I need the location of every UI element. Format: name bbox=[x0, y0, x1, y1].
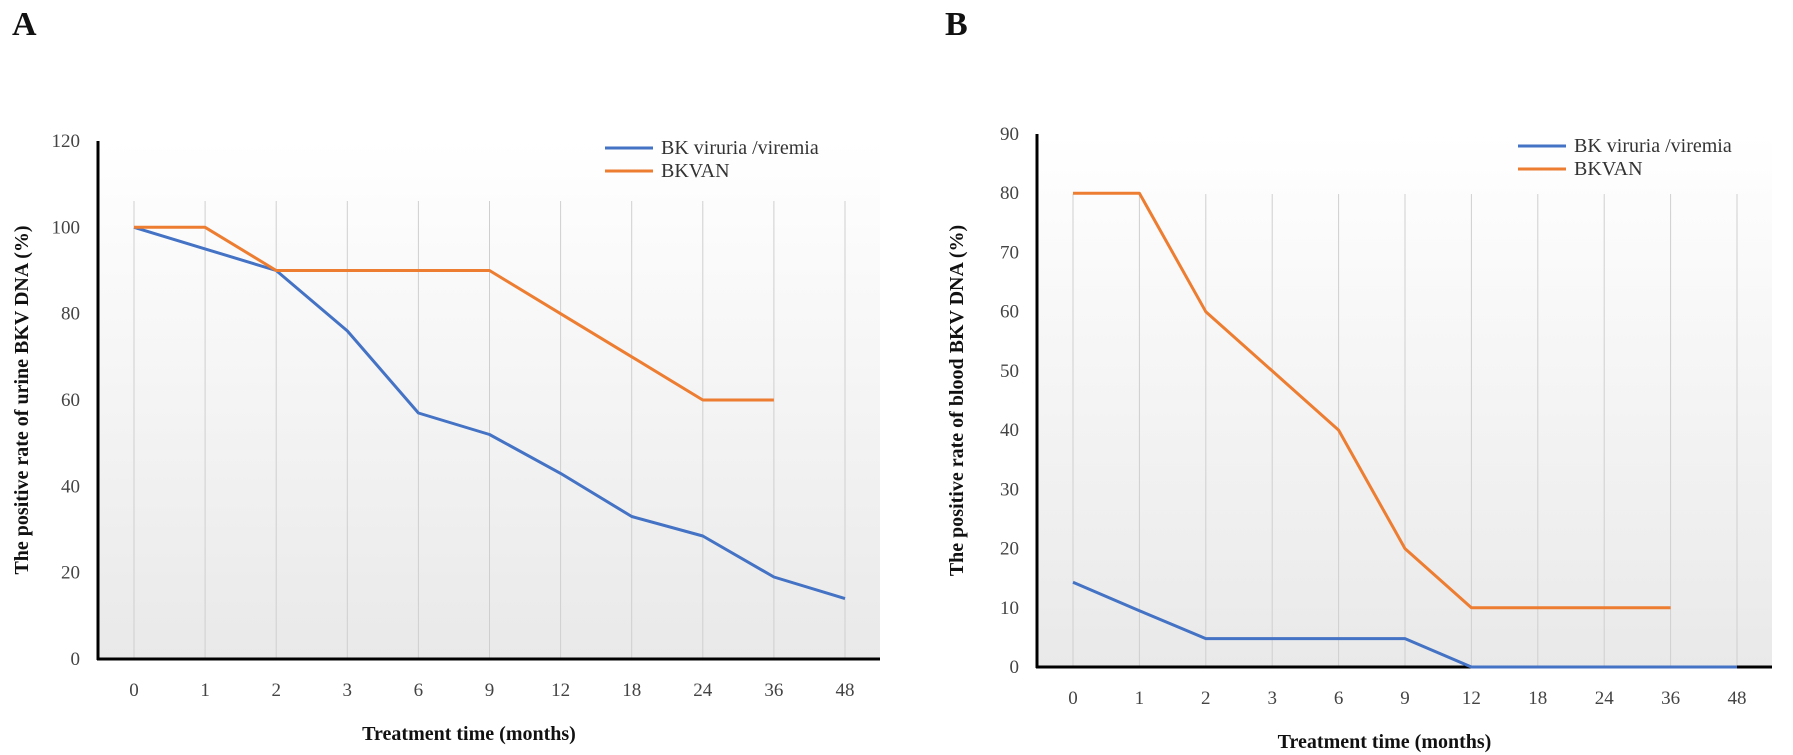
panel-a-letter: A bbox=[12, 6, 37, 43]
series-line-bkvan bbox=[1073, 191, 1671, 610]
x-tick-label: 0 bbox=[129, 680, 139, 701]
y-tick-label: 10 bbox=[1000, 598, 1019, 619]
series-line-bkvan bbox=[134, 225, 774, 402]
x-tick-label: 12 bbox=[551, 680, 570, 701]
y-tick-label: 30 bbox=[1000, 479, 1019, 500]
legend-label: BKVAN bbox=[661, 160, 730, 182]
x-tick-label: 3 bbox=[343, 680, 353, 701]
y-tick-label: 80 bbox=[61, 304, 80, 325]
x-tick-label: 2 bbox=[271, 680, 281, 701]
x-tick-label: 48 bbox=[1728, 688, 1747, 709]
x-tick-label: 6 bbox=[414, 680, 424, 701]
x-axis-title: Treatment time (months) bbox=[362, 723, 576, 745]
y-tick-label: 50 bbox=[1000, 361, 1019, 382]
series-line-bk-viruria-viremia bbox=[1072, 580, 1737, 669]
y-tick-label: 60 bbox=[1000, 302, 1019, 323]
x-tick-label: 9 bbox=[485, 680, 495, 701]
x-tick-label: 36 bbox=[764, 680, 783, 701]
x-tick-label: 1 bbox=[200, 680, 210, 701]
y-tick-label: 70 bbox=[1000, 242, 1019, 263]
x-tick-label: 2 bbox=[1201, 688, 1211, 709]
y-tick-label: 0 bbox=[71, 649, 81, 670]
y-tick-label: 100 bbox=[52, 217, 81, 238]
y-tick-label: 120 bbox=[52, 131, 81, 152]
x-tick-label: 36 bbox=[1661, 688, 1680, 709]
y-tick-label: 0 bbox=[1010, 657, 1020, 678]
panel-b-letter: B bbox=[945, 6, 968, 43]
y-tick-label: 90 bbox=[1000, 124, 1019, 145]
y-tick-label: 20 bbox=[61, 563, 80, 584]
legend-label: BKVAN bbox=[1574, 158, 1643, 180]
series-line-bk-viruria-viremia bbox=[133, 225, 846, 601]
x-tick-label: 18 bbox=[622, 680, 641, 701]
y-tick-label: 40 bbox=[61, 476, 80, 497]
x-tick-label: 24 bbox=[693, 680, 713, 701]
x-tick-label: 18 bbox=[1528, 688, 1547, 709]
x-tick-label: 1 bbox=[1135, 688, 1145, 709]
y-axis-title: The positive rate of blood BKV DNA (%) bbox=[946, 225, 968, 576]
x-tick-label: 9 bbox=[1400, 688, 1410, 709]
x-tick-label: 12 bbox=[1462, 688, 1481, 709]
y-axis-title: The positive rate of urine BKV DNA (%) bbox=[11, 225, 33, 574]
y-tick-label: 80 bbox=[1000, 183, 1019, 204]
x-tick-label: 24 bbox=[1595, 688, 1615, 709]
y-tick-label: 40 bbox=[1000, 420, 1019, 441]
x-tick-label: 6 bbox=[1334, 688, 1344, 709]
x-axis-title: Treatment time (months) bbox=[1278, 731, 1492, 753]
legend-label: BK viruria /viremia bbox=[1574, 135, 1732, 157]
x-tick-label: 48 bbox=[836, 680, 855, 701]
y-tick-label: 60 bbox=[61, 390, 80, 411]
legend-label: BK viruria /viremia bbox=[661, 137, 819, 159]
x-tick-label: 0 bbox=[1068, 688, 1078, 709]
y-tick-label: 20 bbox=[1000, 539, 1019, 560]
x-tick-label: 3 bbox=[1267, 688, 1277, 709]
